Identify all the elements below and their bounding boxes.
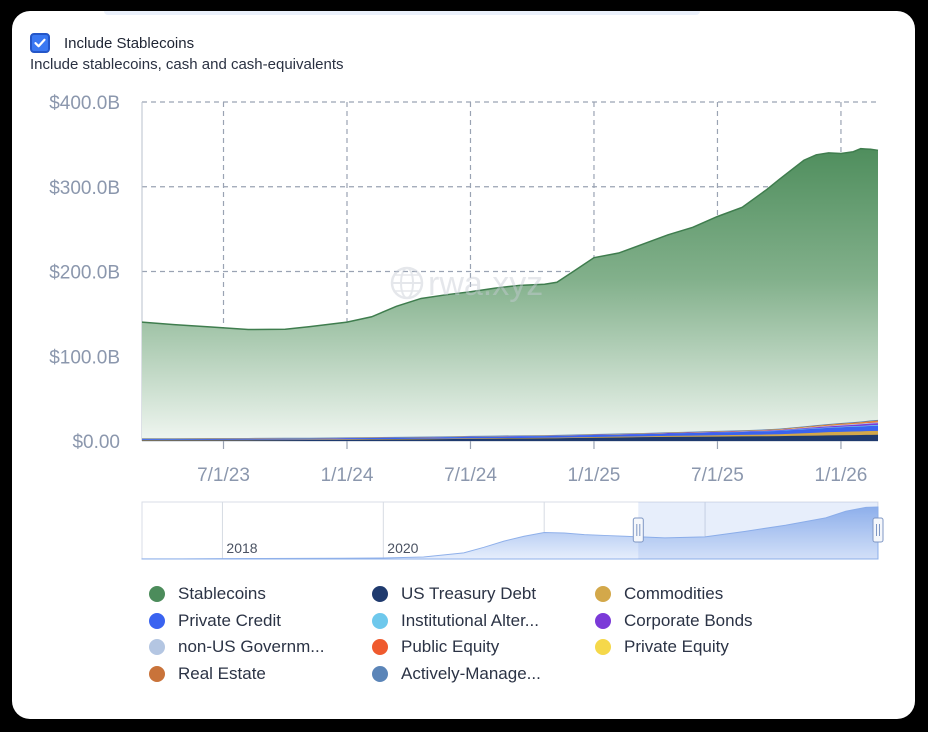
legend-item[interactable]: Public Equity [372,637,499,657]
watermark: rwa.xyz [390,265,543,303]
navigator-selection[interactable] [638,502,878,559]
navigator-series [141,506,879,560]
legend-label: US Treasury Debt [401,584,537,603]
checkbox-label: Include Stablecoins [64,34,195,52]
legend-item[interactable]: Corporate Bonds [595,611,753,631]
navigator[interactable]: 2018202020222024 [141,501,884,560]
y-tick-label: $200.0B [49,263,120,284]
series-line-stablecoins [141,147,879,331]
x-tick-label: 1/1/26 [815,465,868,486]
series-area-us-treasury-debt [142,434,878,441]
y-axis: $0.00 $100.0B $200.0B $300.0B $400.0B [49,93,120,453]
x-tick-label: 1/1/24 [321,465,374,486]
legend-label: Real Estate [178,664,266,683]
legend-swatch [595,613,611,629]
legend-label: Corporate Bonds [624,611,753,630]
legend-label: Public Equity [401,637,500,656]
legend-item[interactable]: non-US Governm... [149,637,324,657]
x-tick-label: 1/1/25 [568,465,621,486]
legend-label: non-US Governm... [178,637,325,656]
navigator-handle-right[interactable] [872,517,884,543]
legend-label: Private Credit [178,611,281,630]
legend-swatch [372,586,388,602]
series-line-actively-managed-strategies [141,419,879,439]
legend-swatch [149,666,165,682]
y-tick-label: $400.0B [49,93,120,114]
legend-swatch [372,639,388,655]
x-axis: 7/1/23 1/1/24 7/1/24 1/1/25 7/1/25 1/1/26 [197,465,867,486]
legend-item[interactable]: US Treasury Debt [372,584,536,604]
legend-label: Institutional Alter... [401,611,539,630]
y-tick-label: $300.0B [49,178,120,199]
globe-icon [390,266,424,300]
x-tick-label: 7/1/23 [197,465,250,486]
legend-item[interactable]: Private Equity [595,637,729,657]
legend-swatch [595,639,611,655]
checkbox[interactable] [30,33,50,53]
legend-item[interactable]: Real Estate [149,664,266,684]
navigator-label: 2020 [387,540,418,556]
legend-swatch [149,639,165,655]
header-strip [104,11,700,15]
x-tick-label: 7/1/25 [691,465,744,486]
checkbox-description: Include stablecoins, cash and cash-equiv… [30,56,344,73]
series-areas [141,147,879,441]
legend-swatch [149,613,165,629]
legend-item[interactable]: Private Credit [149,611,281,631]
chart-card: Include Stablecoins Include stablecoins,… [12,11,915,719]
legend-swatch [149,586,165,602]
chart-svg[interactable]: rwa.xyz $0.00 $100.0B $200.0B $300.0B $400.0… [12,11,915,719]
legend-item[interactable]: Stablecoins [149,584,266,604]
watermark-text: rwa.xyz [428,265,543,303]
navigator-handle-left[interactable] [632,517,644,543]
legend-swatch [372,666,388,682]
navigator-label: 2018 [226,540,257,556]
y-tick-label: $100.0B [49,347,120,368]
legend-item[interactable]: Actively-Manage... [372,664,541,684]
legend-item[interactable]: Commodities [595,584,723,604]
x-tick-label: 7/1/24 [444,465,497,486]
y-tick-label: $0.00 [72,432,120,453]
legend-swatch [595,586,611,602]
legend-label: Actively-Manage... [401,664,541,683]
legend-label: Private Equity [624,637,729,656]
legend-item[interactable]: Institutional Alter... [372,611,539,631]
stablecoin-toggle[interactable]: Include Stablecoins [30,33,194,53]
series-area-stablecoins [142,148,878,439]
legend-label: Stablecoins [178,584,266,603]
legend-label: Commodities [624,584,724,603]
legend-swatch [372,613,388,629]
checkmark-icon [34,38,46,48]
